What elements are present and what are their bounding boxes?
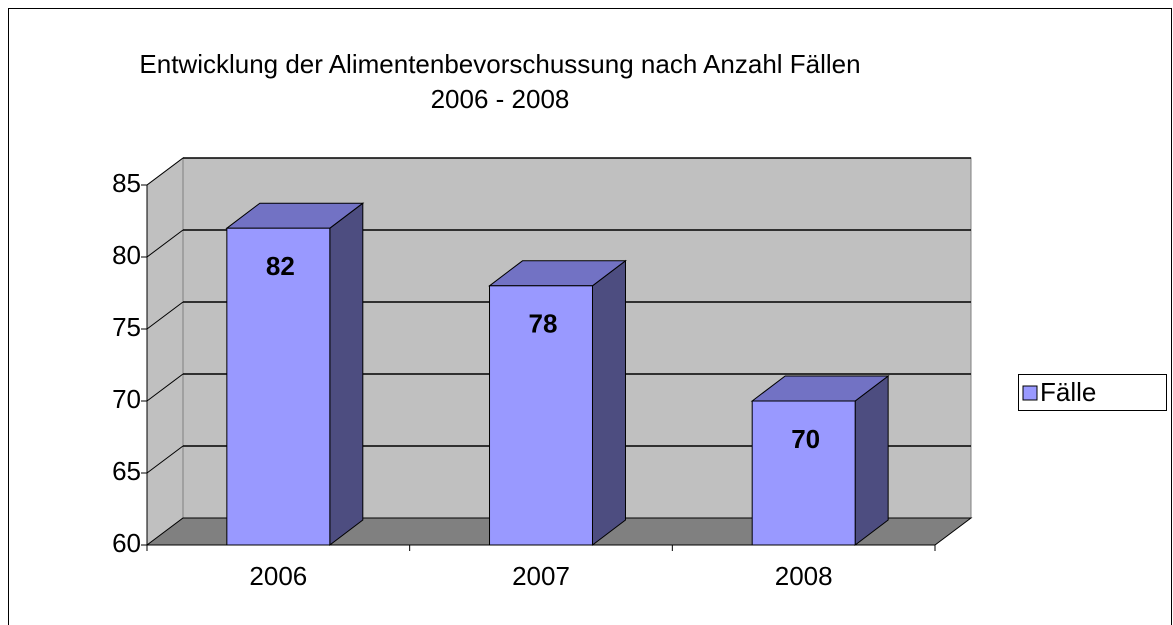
- side-wall: [146, 157, 184, 546]
- bar-side: [329, 202, 364, 547]
- grid-line: [146, 445, 184, 474]
- bar: [489, 285, 593, 546]
- y-tick-label: 65: [112, 456, 141, 486]
- bar: [226, 227, 331, 546]
- grid-line: [146, 229, 184, 258]
- grid-line: [146, 301, 184, 330]
- bar-side: [854, 374, 889, 547]
- y-tick-label: 80: [112, 240, 141, 270]
- grid-line: [146, 373, 184, 402]
- y-tick-label: 75: [112, 312, 141, 342]
- legend-swatch: [1022, 385, 1038, 401]
- x-tick-label: 2008: [775, 561, 833, 591]
- grid-line: [146, 157, 184, 186]
- value-label: 70: [791, 424, 820, 454]
- y-tick-label: 85: [112, 168, 141, 198]
- bar: [751, 400, 856, 546]
- x-tick-label: 2007: [512, 561, 570, 591]
- value-label: 82: [266, 251, 295, 281]
- y-tick-label: 60: [112, 528, 141, 558]
- value-label: 78: [529, 309, 558, 339]
- legend-label: Fälle: [1040, 377, 1096, 407]
- legend-box: [1018, 374, 1167, 411]
- x-tick-label: 2006: [249, 561, 307, 591]
- bar-side: [591, 259, 626, 547]
- y-tick-label: 70: [112, 384, 141, 414]
- chart-title: Entwicklung der Alimentenbevorschussung …: [139, 49, 860, 79]
- chart-border: [8, 8, 1172, 625]
- chart-subtitle: 2006 - 2008: [431, 84, 570, 114]
